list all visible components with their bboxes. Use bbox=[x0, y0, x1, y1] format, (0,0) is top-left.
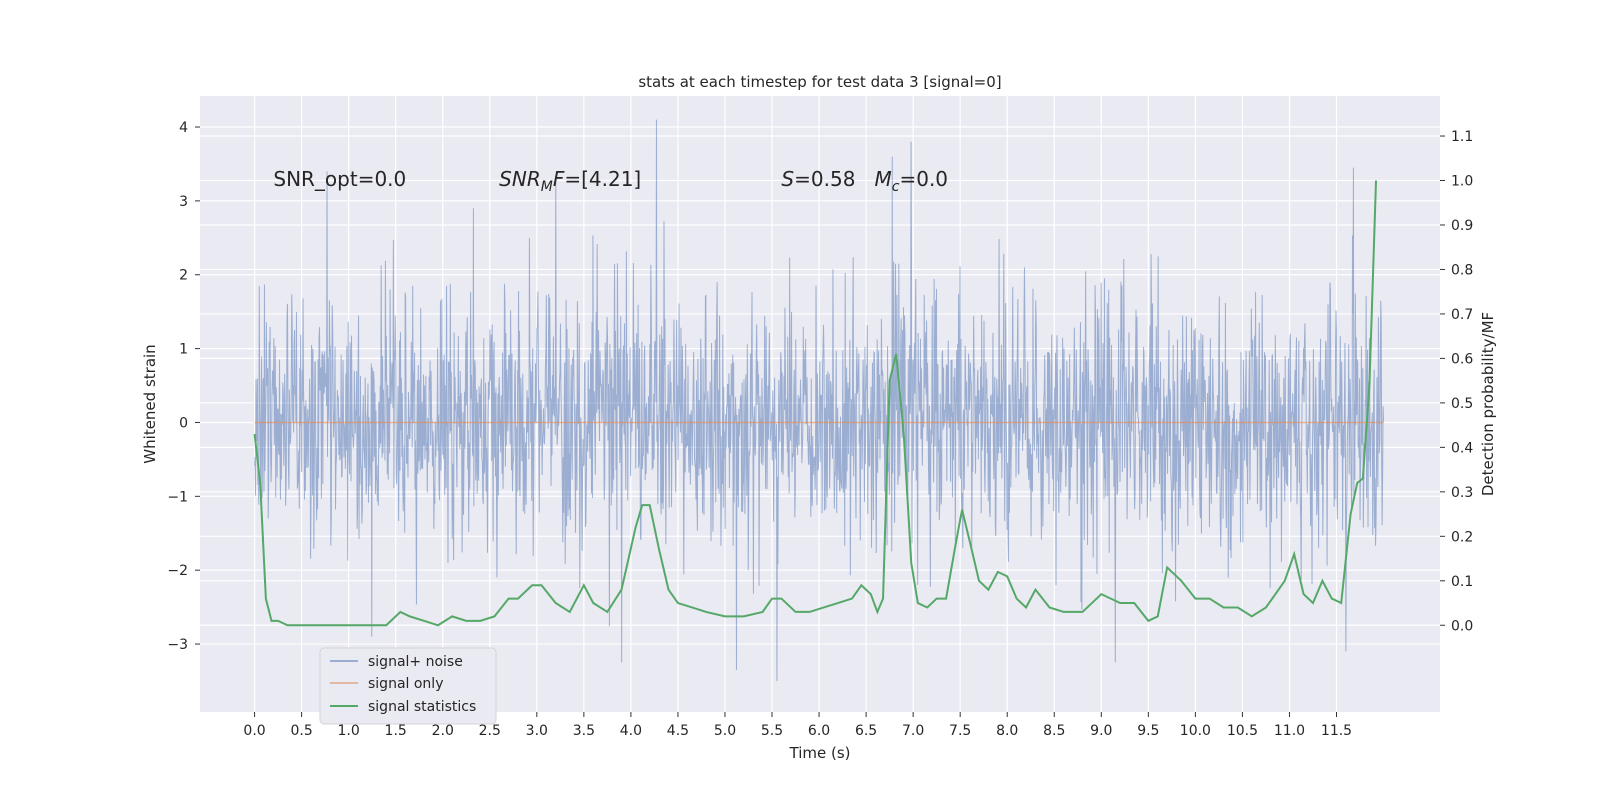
y-tick-label: −1 bbox=[167, 489, 188, 505]
signal-noise-line bbox=[254, 119, 1385, 681]
y-right-tick-label: 0.9 bbox=[1451, 218, 1473, 234]
y-tick-label: −3 bbox=[167, 637, 188, 653]
x-tick-label: 3.0 bbox=[526, 723, 548, 739]
legend-box bbox=[319, 647, 497, 725]
x-tick-label: 0.5 bbox=[290, 723, 312, 739]
y-right-tick-label: 0.6 bbox=[1451, 351, 1473, 367]
y-tick-label: 2 bbox=[179, 268, 188, 284]
legend: signal+ noise signal only signal statist… bbox=[319, 647, 497, 725]
x-tick-label: 1.0 bbox=[338, 723, 360, 739]
x-tick-label: 2.5 bbox=[479, 723, 501, 739]
x-tick-label: 3.5 bbox=[573, 723, 595, 739]
x-tick-label: 11.5 bbox=[1321, 723, 1352, 739]
chart-title: stats at each timestep for test data 3 [… bbox=[638, 73, 1001, 91]
y-tick-label: 1 bbox=[179, 342, 188, 358]
x-tick-label: 7.0 bbox=[902, 723, 924, 739]
legend-label-signal-noise: signal+ noise bbox=[368, 654, 463, 670]
series-signal-noise bbox=[254, 119, 1385, 681]
x-tick-label: 6.0 bbox=[808, 723, 830, 739]
series-signal-statistics bbox=[253, 180, 1378, 627]
x-tick-label: 8.5 bbox=[1043, 723, 1065, 739]
y-right-tick-label: 0.5 bbox=[1451, 396, 1473, 412]
x-tick-label: 1.5 bbox=[385, 723, 407, 739]
legend-label-signal-statistics: signal statistics bbox=[368, 699, 476, 715]
x-tick-label: 8.0 bbox=[996, 723, 1018, 739]
x-tick-label: 9.0 bbox=[1090, 723, 1112, 739]
legend-label-signal-only: signal only bbox=[368, 676, 443, 692]
x-tick-label: 4.0 bbox=[620, 723, 642, 739]
signal-statistics-line bbox=[253, 180, 1378, 627]
y-tick-label: −2 bbox=[167, 563, 188, 579]
y-right-tick-label: 0.8 bbox=[1451, 262, 1473, 278]
y-axis-label-right: Detection probability/MF bbox=[1479, 312, 1497, 496]
y-tick-label: 4 bbox=[179, 120, 188, 136]
y-right-tick-label: 0.4 bbox=[1451, 440, 1473, 456]
y-right-tick-label: 0.3 bbox=[1451, 485, 1473, 501]
x-axis-label: Time (s) bbox=[789, 744, 851, 762]
x-tick-label: 10.0 bbox=[1180, 723, 1211, 739]
y-right-tick-label: 0.2 bbox=[1451, 529, 1473, 545]
x-tick-label: 5.5 bbox=[761, 723, 783, 739]
x-tick-label: 11.0 bbox=[1274, 723, 1305, 739]
y-tick-label: 3 bbox=[179, 194, 188, 210]
y-right-tick-label: 1.0 bbox=[1451, 174, 1473, 190]
y-right-tick-label: 0.7 bbox=[1451, 307, 1473, 323]
annotation-snr-mf: SNRMF=[4.21] bbox=[499, 167, 641, 195]
x-tick-label: 7.5 bbox=[949, 723, 971, 739]
x-tick-label: 6.5 bbox=[855, 723, 877, 739]
x-tick-label: 10.5 bbox=[1227, 723, 1258, 739]
x-tick-label: 9.5 bbox=[1137, 723, 1159, 739]
y-right-tick-label: 0.0 bbox=[1451, 618, 1473, 634]
tick-labels: 0.0 0.5 1.0 1.5 2.0 2.5 3.0 3.5 4.0 4.5 5.0 5.5 6.0 6… bbox=[167, 120, 1473, 739]
annotation-snr-opt: SNR_opt=0.0 bbox=[273, 167, 406, 191]
y-axis-label: Whitened strain bbox=[141, 344, 159, 463]
annotations: SNR_opt=0.0 SNRMF=[4.21] S=0.58 Mc=0.0 bbox=[273, 167, 948, 195]
y-right-tick-label: 0.1 bbox=[1451, 574, 1473, 590]
y-tick-label: 0 bbox=[179, 415, 188, 431]
annotation-s-mc: S=0.58 Mc=0.0 bbox=[781, 167, 948, 195]
y-right-tick-label: 1.1 bbox=[1451, 129, 1473, 145]
x-tick-label: 5.0 bbox=[714, 723, 736, 739]
x-tick-label: 4.5 bbox=[667, 723, 689, 739]
x-tick-label: 0.0 bbox=[243, 723, 265, 739]
x-tick-label: 2.0 bbox=[432, 723, 454, 739]
